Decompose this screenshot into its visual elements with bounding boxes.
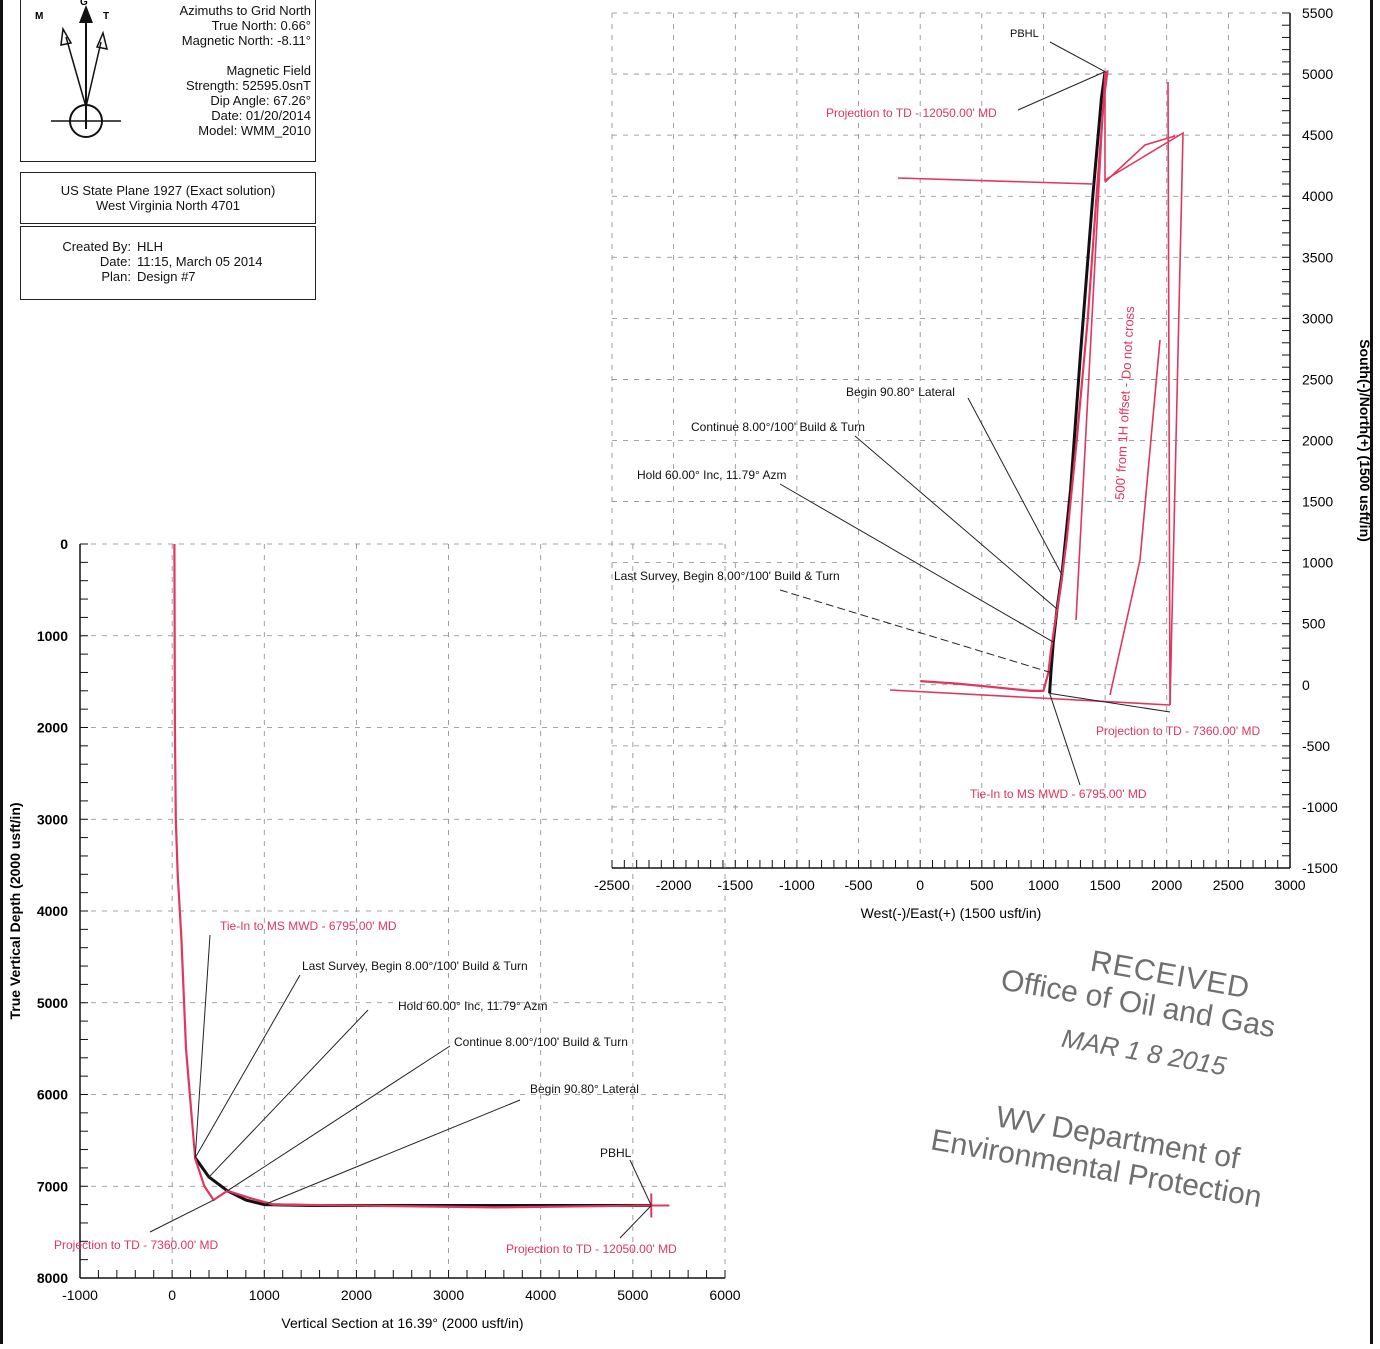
date-label: Date: — [99, 254, 131, 269]
field-title: Magnetic Field — [226, 63, 311, 78]
projection-box: US State Plane 1927 (Exact solution) Wes… — [20, 172, 316, 224]
date-value: 11:15, March 05 2014 — [137, 254, 263, 269]
field-date: Date: 01/20/2014 — [211, 108, 311, 123]
azimuth-title: Azimuths to Grid North — [179, 3, 312, 18]
plan-label: Plan: — [101, 269, 131, 284]
compass-letter-m: M — [35, 11, 43, 22]
plan-value: Design #7 — [137, 269, 196, 284]
dip-angle: Dip Angle: 67.26° — [210, 93, 311, 108]
field-strength: Strength: 52595.0snT — [185, 78, 311, 93]
magnetic-north: Magnetic North: -8.11° — [181, 33, 311, 48]
created-value: HLH — [137, 239, 164, 254]
compass-letter-t: T — [103, 11, 109, 22]
created-label: Created By: — [62, 239, 131, 254]
true-north: True North: 0.66° — [211, 18, 311, 33]
north-arrow-icon: M G T — [35, 0, 121, 138]
north-reference-box: M G T Azimuths to Grid North True North:… — [20, 0, 316, 162]
field-model: Model: WMM_2010 — [198, 123, 311, 138]
projection-line-2: West Virginia North 4701 — [95, 198, 241, 213]
projection-line-1: US State Plane 1927 (Exact solution) — [60, 183, 276, 198]
compass-letter-g: G — [80, 0, 88, 8]
created-box: Created By: HLH Date: 11:15, March 05 2014… — [20, 226, 316, 300]
